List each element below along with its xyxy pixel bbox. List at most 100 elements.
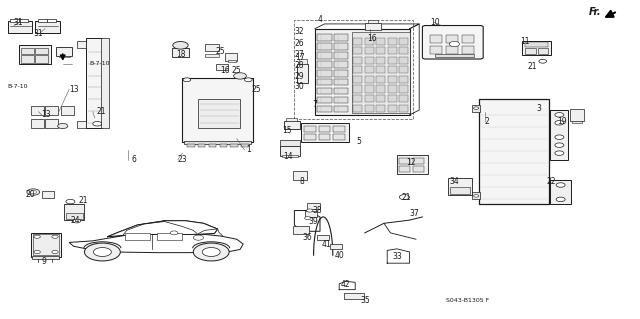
Text: 33: 33 [392,252,402,261]
Bar [299,59,307,64]
Bar [399,95,408,102]
Bar [376,95,385,102]
Text: B-7-10: B-7-10 [89,61,109,66]
Bar [344,293,364,299]
Bar [77,41,86,48]
Bar [353,95,362,102]
Circle shape [66,199,75,204]
Text: 21: 21 [79,197,88,205]
Circle shape [234,73,246,79]
Circle shape [555,121,564,125]
Bar [198,99,240,128]
Text: 21: 21 [402,193,411,202]
Text: 17: 17 [294,53,305,62]
Bar [353,105,362,112]
Bar [293,171,307,180]
Bar [353,38,362,45]
Circle shape [555,151,564,155]
Bar [538,48,548,54]
Circle shape [474,107,479,109]
Bar [305,211,317,217]
Bar [64,204,84,220]
Bar [297,64,308,83]
Bar [376,66,385,73]
Bar [333,126,345,132]
Bar [61,106,74,115]
Bar [413,166,424,172]
Bar [376,57,385,64]
Bar [21,48,34,54]
Circle shape [556,183,565,187]
Circle shape [34,250,40,254]
Bar [304,134,316,140]
Bar [365,57,374,64]
Text: 32: 32 [294,27,305,36]
Bar [293,226,309,234]
Circle shape [555,143,564,147]
Text: B-7-10: B-7-10 [8,84,28,89]
Text: 19: 19 [557,117,567,126]
Bar [399,105,408,112]
Bar [525,48,536,54]
Bar [399,158,410,164]
Bar [220,144,227,147]
Bar [388,66,397,73]
Bar [157,233,182,240]
Circle shape [52,235,58,238]
Bar [77,121,86,128]
Circle shape [52,250,58,254]
Bar [365,66,374,73]
Text: 31: 31 [33,29,44,38]
Circle shape [73,219,81,223]
Bar [45,119,58,128]
Bar [399,166,410,172]
Bar [525,42,548,47]
Text: 9: 9 [41,257,46,266]
Text: 18: 18 [176,50,185,59]
Bar [399,85,408,93]
Bar [365,95,374,102]
Bar [205,44,219,51]
Circle shape [474,195,479,197]
Bar [31,119,44,128]
Bar [376,47,385,54]
Text: 37: 37 [410,209,420,218]
Circle shape [555,113,564,117]
Bar [56,47,72,56]
Bar [368,20,378,23]
Bar [216,64,228,70]
Circle shape [93,248,111,256]
Bar [317,106,332,112]
Bar [280,146,300,156]
Circle shape [193,243,229,261]
Text: 14: 14 [283,152,293,161]
Circle shape [555,135,564,139]
Text: 7: 7 [312,100,317,109]
Bar [330,244,342,249]
Text: S043-B1305 F: S043-B1305 F [445,298,489,303]
Text: 38: 38 [312,206,322,215]
Bar [446,46,458,54]
Circle shape [244,78,252,82]
Bar [35,48,48,54]
Bar [334,34,348,41]
Text: 10: 10 [430,18,440,27]
Bar [365,38,374,45]
Bar [376,76,385,83]
Circle shape [30,190,36,194]
Bar [317,79,332,85]
Circle shape [449,41,460,47]
Bar [388,47,397,54]
Circle shape [58,123,68,129]
Bar [388,57,397,64]
Text: 25: 25 [216,47,226,56]
Bar [86,38,102,128]
Bar [282,155,298,157]
Bar [333,134,345,140]
Bar [228,60,236,62]
Bar [353,66,362,73]
Circle shape [556,197,565,202]
Text: 25: 25 [232,66,242,75]
Bar [397,155,428,174]
Text: 21: 21 [528,63,537,71]
